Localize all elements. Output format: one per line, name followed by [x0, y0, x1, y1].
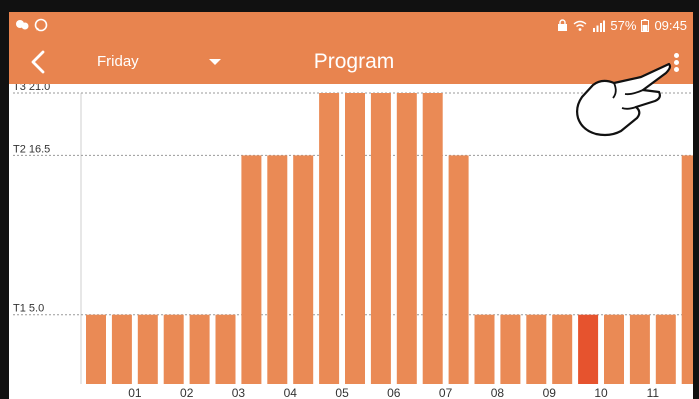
program-bar[interactable] [474, 314, 495, 384]
program-bar[interactable] [552, 314, 573, 384]
pointing-hand-icon [576, 62, 672, 137]
program-bar[interactable] [345, 93, 365, 384]
program-bar[interactable] [629, 314, 650, 384]
program-bar[interactable] [137, 314, 158, 384]
day-dropdown[interactable]: Friday [97, 52, 227, 74]
program-bar[interactable] [396, 93, 417, 384]
level-label: T3 21.0 [13, 84, 50, 93]
level-label: T1 5.0 [13, 303, 44, 315]
x-tick-label: 01 [128, 386, 142, 399]
program-bar[interactable] [86, 314, 106, 384]
program-bar[interactable] [681, 155, 693, 384]
program-chart: T3 21.0 T2 16.5 T1 5.0 01 02 03 04 05 06 07 08 09 10… [13, 84, 693, 399]
x-tick-label: 06 [387, 386, 401, 399]
status-left-icons [15, 18, 48, 32]
overflow-menu-button[interactable] [669, 50, 685, 74]
status-right-icons: 57% 09:45 [557, 18, 687, 33]
lock-icon [558, 19, 568, 31]
x-tick-label: 04 [284, 386, 298, 399]
program-bar[interactable] [655, 314, 676, 384]
program-bar[interactable] [319, 93, 340, 384]
program-bar[interactable] [111, 314, 132, 384]
program-bar[interactable] [526, 314, 547, 384]
status-bar: 57% 09:45 [9, 12, 693, 40]
day-dropdown-value: Friday [97, 53, 139, 70]
x-tick-label: 09 [543, 386, 557, 399]
x-tick-label: 08 [491, 386, 505, 399]
notification-cluster-icon [16, 20, 29, 30]
app-toolbar: Friday Program [9, 40, 693, 84]
x-tick-label: 05 [335, 386, 349, 399]
program-bar[interactable] [500, 314, 521, 384]
wifi-icon [573, 20, 587, 31]
page-title: Program [313, 50, 395, 73]
status-time: 09:45 [654, 18, 687, 33]
caret-down-icon [209, 59, 221, 65]
whatsapp-icon [34, 18, 48, 32]
x-tick-label: 10 [594, 386, 608, 399]
app-screen: 57% 09:45 Friday Program [9, 12, 693, 399]
level-label: T2 16.5 [13, 143, 50, 155]
program-bar[interactable] [267, 155, 288, 384]
signal-icon [593, 20, 606, 32]
program-bar-selected[interactable] [578, 314, 599, 384]
program-bar[interactable] [422, 93, 443, 384]
back-button[interactable] [23, 46, 51, 78]
program-bar[interactable] [241, 155, 262, 384]
program-bar[interactable] [370, 93, 391, 384]
x-tick-label: 03 [232, 386, 246, 399]
battery-percent: 57% [610, 18, 637, 33]
program-bar[interactable] [215, 314, 236, 384]
x-tick-label: 07 [439, 386, 453, 399]
x-tick-label: 11 [647, 386, 660, 399]
battery-icon [641, 19, 650, 32]
x-tick-label: 02 [180, 386, 194, 399]
program-bar[interactable] [293, 155, 314, 384]
chevron-left-icon [31, 50, 45, 74]
program-bar[interactable] [448, 155, 469, 384]
program-bar[interactable] [189, 314, 210, 384]
program-bar[interactable] [163, 314, 184, 384]
program-bar[interactable] [604, 314, 624, 384]
